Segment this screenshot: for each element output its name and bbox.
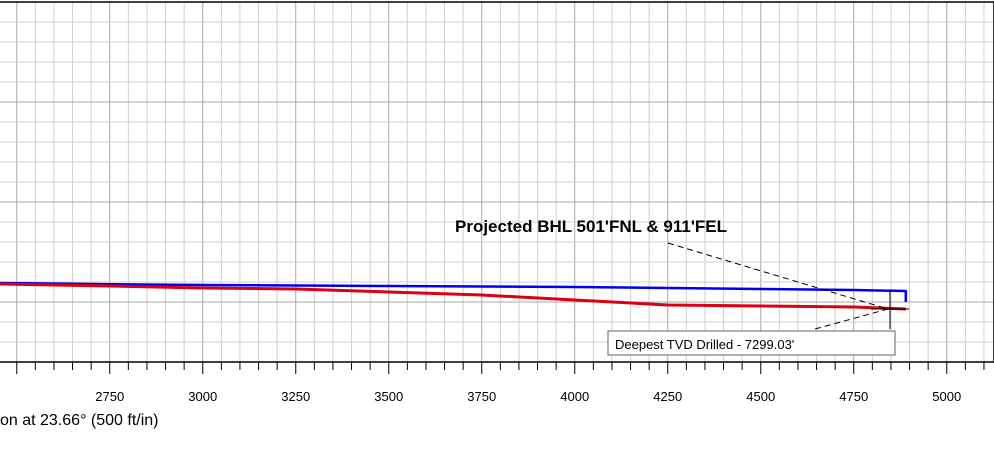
tvd-annotation-label: Deepest TVD Drilled - 7299.03' xyxy=(615,337,794,352)
x-tick-label: 3750 xyxy=(467,389,496,404)
x-tick-label: 3250 xyxy=(281,389,310,404)
x-tick-label: 3500 xyxy=(374,389,403,404)
x-tick-label: 3000 xyxy=(188,389,217,404)
bhl-annotation-label: Projected BHL 501'FNL & 911'FEL xyxy=(455,217,727,236)
x-axis-caption: on at 23.66° (500 ft/in) xyxy=(0,412,159,429)
series-layer xyxy=(0,281,908,311)
x-axis-tick-labels: 2750 3000 3250 3500 3750 4000 4250 4500 4750 5000 xyxy=(95,389,961,404)
tvd-leader-line xyxy=(814,308,889,330)
series-line-blue xyxy=(0,281,908,302)
x-tick-label: 4000 xyxy=(560,389,589,404)
x-axis-ticks xyxy=(16,362,985,374)
plot-frame xyxy=(0,1,994,363)
tvd-annotation-box xyxy=(607,330,896,356)
x-tick-label: 2750 xyxy=(95,389,124,404)
bhl-leader-line xyxy=(667,242,889,310)
series-line-red xyxy=(0,282,906,311)
grid xyxy=(0,2,994,362)
x-tick-label: 4250 xyxy=(653,389,682,404)
x-tick-label: 4500 xyxy=(746,389,775,404)
x-tick-label: 4750 xyxy=(839,389,868,404)
x-tick-label: 5000 xyxy=(932,389,961,404)
